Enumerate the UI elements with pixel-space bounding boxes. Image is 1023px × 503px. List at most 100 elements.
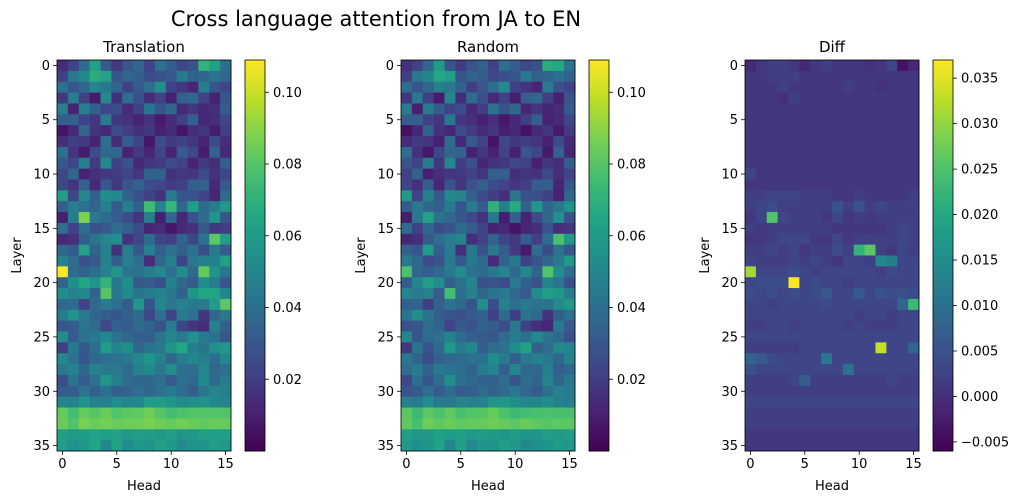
heatmap-cell (875, 190, 887, 202)
colorbar-segment (933, 187, 953, 191)
heatmap-cell (542, 114, 554, 126)
heatmap-cell (755, 190, 768, 202)
heatmap-cell (520, 309, 532, 322)
heatmap-cell (122, 168, 134, 180)
heatmap-cell (810, 136, 822, 148)
heatmap-cell (422, 266, 435, 278)
heatmap-cell (176, 342, 188, 354)
heatmap-cell (853, 146, 866, 159)
heatmap-cell (908, 288, 920, 300)
colorbar-segment (933, 193, 953, 198)
heatmap-cell (111, 244, 123, 256)
colorbar-segment (245, 255, 265, 260)
colorbar-segment (589, 177, 609, 182)
heatmap-cell (509, 407, 522, 419)
heatmap-cell (755, 418, 768, 430)
colorbar-segment (589, 108, 609, 113)
heatmap-cell (821, 212, 833, 224)
heatmap-cell (897, 266, 909, 278)
colorbar-segment (245, 89, 265, 94)
heatmap-cell (187, 298, 199, 311)
colorbar-segment (933, 421, 953, 426)
colorbar-segment (589, 89, 609, 94)
colorbar-segment (245, 301, 265, 305)
heatmap-cell (842, 222, 855, 235)
heatmap-cell (564, 331, 576, 343)
heatmap-cell (886, 70, 898, 83)
heatmap-cell (401, 331, 413, 343)
heatmap-cell (411, 418, 424, 430)
heatmap-cell (57, 70, 69, 83)
heatmap-cell (853, 407, 866, 419)
heatmap-cell (220, 353, 232, 365)
heatmap-cell (777, 212, 789, 224)
heatmap-cell (766, 222, 779, 235)
heatmap-cell (553, 201, 565, 213)
heatmap-cell (520, 60, 532, 72)
heatmap-cell (799, 103, 811, 115)
heatmap-cell (176, 331, 188, 343)
heatmap-cell (100, 364, 112, 376)
heatmap-cell (553, 407, 565, 419)
heatmap-cell (67, 212, 80, 224)
heatmap-cell (122, 146, 134, 159)
heatmap-cell (89, 309, 101, 322)
heatmap-cell (745, 81, 757, 93)
heatmap-cell (832, 70, 844, 83)
heatmap-cell (455, 201, 467, 213)
heatmap-cell (832, 81, 844, 93)
heatmap-cell (498, 136, 511, 148)
heatmap-cell (897, 353, 909, 365)
heatmap-cell (853, 266, 866, 278)
heatmap-cell (198, 114, 210, 126)
colorbar-segment (933, 340, 953, 344)
heatmap-cell (755, 374, 768, 387)
heatmap-cell (176, 222, 188, 235)
colorbar-segment (589, 255, 609, 260)
heatmap-cell (401, 190, 413, 202)
heatmap-cell (810, 331, 822, 343)
colorbar-segment (933, 275, 953, 279)
colorbar-segment (589, 235, 609, 240)
heatmap-cell (832, 374, 844, 387)
heatmap-cell (908, 60, 920, 72)
heatmap-cell (908, 92, 920, 104)
heatmap-cell (176, 429, 188, 441)
heatmap-cell (411, 288, 424, 300)
heatmap-cell (745, 190, 757, 202)
heatmap-cell (886, 114, 898, 126)
heatmap-cell (144, 320, 156, 332)
heatmap-cell (821, 320, 833, 332)
heatmap-cell (176, 255, 188, 267)
heatmap-cell (455, 233, 467, 246)
heatmap-cell (133, 146, 145, 159)
heatmap-cell (766, 429, 779, 441)
colorbar-segment (933, 144, 953, 149)
colorbar-segment (245, 346, 265, 351)
heatmap-cell (897, 244, 909, 256)
heatmap-cell (89, 407, 101, 419)
heatmap-cell (133, 353, 145, 365)
heatmap-cell (477, 222, 489, 235)
heatmap-cell (766, 103, 779, 115)
heatmap-cell (531, 385, 543, 398)
heatmap-cell (853, 179, 866, 191)
heatmap-cell (133, 125, 145, 137)
heatmap-cell (433, 255, 445, 267)
heatmap-cell (57, 309, 69, 322)
heatmap-cell (144, 418, 156, 430)
heatmap-cell (509, 146, 522, 159)
heatmap-cell (745, 114, 757, 126)
heatmap-cell (832, 342, 844, 354)
heatmap-cell (509, 244, 522, 256)
heatmap-cell (509, 309, 522, 322)
heatmap-cell (89, 201, 101, 213)
heatmap-cell (908, 190, 920, 202)
heatmap-cell (488, 255, 500, 267)
heatmap-cell (755, 103, 768, 115)
heatmap-cell (67, 114, 80, 126)
heatmap-cell (886, 385, 898, 398)
heatmap-cell (488, 364, 500, 376)
colorbar-segment (245, 447, 265, 452)
heatmap-cell (897, 212, 909, 224)
